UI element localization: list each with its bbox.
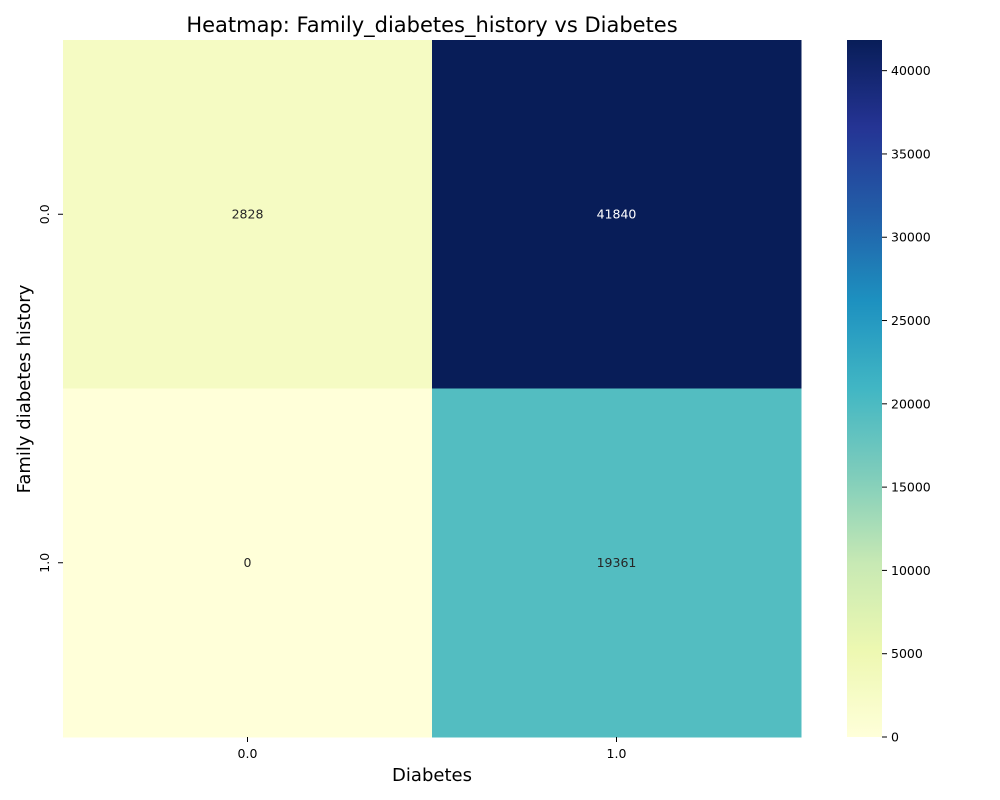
heatmap-cell xyxy=(432,388,802,738)
cell-value-label: 41840 xyxy=(597,206,637,221)
colorbar-tick-label: 0 xyxy=(891,730,899,745)
colorbar-tick-label: 35000 xyxy=(891,146,931,161)
colorbar-tick-label: 20000 xyxy=(891,396,931,411)
colorbar-tick-label: 25000 xyxy=(891,313,931,328)
colorbar-tick-label: 40000 xyxy=(891,63,931,78)
colorbar xyxy=(847,40,882,737)
x-axis-label: Diabetes xyxy=(392,765,472,786)
y-tick-label: 0.0 xyxy=(37,204,52,224)
heatmap-cell xyxy=(432,40,802,389)
colorbar-tick-label: 5000 xyxy=(891,646,923,661)
colorbar-tick-label: 10000 xyxy=(891,563,931,578)
colorbar-tick-label: 30000 xyxy=(891,230,931,245)
cell-value-label: 19361 xyxy=(597,555,637,570)
x-tick-label: 1.0 xyxy=(607,746,627,761)
heatmap-cell xyxy=(63,388,433,738)
cell-value-label: 0 xyxy=(244,555,252,570)
colorbar-tick-label: 15000 xyxy=(891,480,931,495)
heatmap-cell xyxy=(63,40,433,389)
y-tick-label: 1.0 xyxy=(37,553,52,573)
y-axis-label: Family diabetes history xyxy=(14,284,35,493)
cell-value-label: 2828 xyxy=(232,206,264,221)
chart-title: Heatmap: Family_diabetes_history vs Diab… xyxy=(186,13,677,38)
x-tick-label: 0.0 xyxy=(238,746,258,761)
